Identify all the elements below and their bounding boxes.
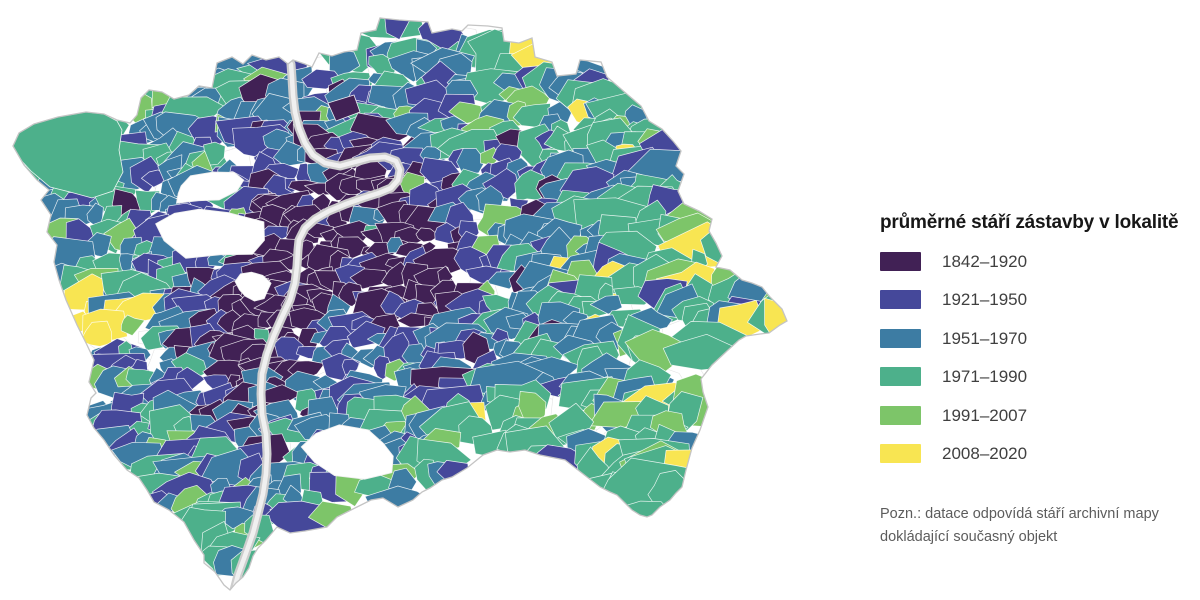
legend-item: 1951–1970: [880, 328, 1190, 348]
special-patches: [13, 94, 394, 480]
legend: 1842–1920 1921–1950 1951–1970 1971–1990 …: [880, 251, 1190, 464]
vltava-river: [228, 59, 405, 590]
legend-label: 1971–1990: [942, 367, 1028, 387]
legend-title: průměrné stáří zástavby v lokalitě: [880, 212, 1179, 233]
legend-swatch-1842-1920: [880, 251, 921, 271]
legend-item: 1842–1920: [880, 251, 1190, 271]
legend-swatch-1991-2007: [880, 405, 921, 425]
locality-cells: [13, 18, 787, 588]
legend-label: 1921–1950: [942, 290, 1028, 310]
legend-panel: průměrné stáří zástavby v lokalitě 1842–…: [880, 211, 1190, 549]
legend-swatch-2008-2020: [880, 444, 921, 464]
legend-item: 1991–2007: [880, 405, 1190, 425]
city-boundary-outline: [12, 17, 788, 591]
map-note: Pozn.: datace odpovídá stáří archivní ma…: [880, 506, 1159, 546]
legend-item: 1921–1950: [880, 290, 1190, 310]
legend-label: 1842–1920: [942, 251, 1028, 271]
legend-item: 1971–1990: [880, 367, 1190, 387]
legend-label: 1991–2007: [942, 405, 1028, 425]
map-container: [12, 17, 788, 591]
legend-label: 2008–2020: [942, 444, 1028, 464]
legend-label: 1951–1970: [942, 328, 1028, 348]
legend-swatch-1951-1970: [880, 328, 921, 348]
legend-item: 2008–2020: [880, 444, 1190, 464]
prague-choropleth-map: [12, 17, 788, 591]
legend-swatch-1971-1990: [880, 367, 921, 387]
legend-swatch-1921-1950: [880, 290, 921, 310]
